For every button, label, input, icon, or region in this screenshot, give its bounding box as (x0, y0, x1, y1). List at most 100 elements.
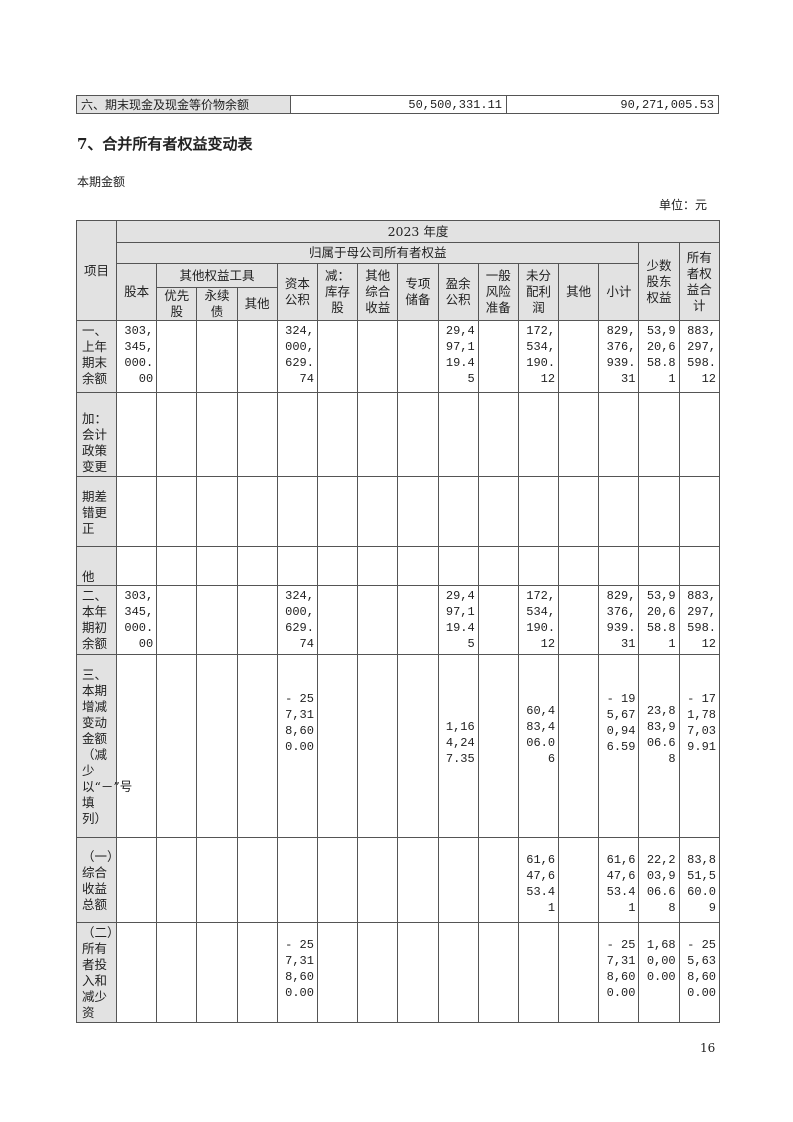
row-label: 一、上年期末余额 (76, 320, 117, 393)
header-special-reserve-label: 专项储备 (405, 276, 431, 307)
cell-total-equity (678, 476, 720, 547)
equity-change-table: 项目 2023 年度 归属于母公司所有者权益 少数股东权益 所有者权益合计 股本… (76, 220, 720, 1023)
cell-special-reserve (397, 546, 439, 586)
cell-treasury-stock (316, 546, 359, 586)
cell-other (236, 922, 278, 1023)
cell-subtotal: 829,376,939.31 (598, 320, 640, 393)
header-treasury-stock-label: 减：库存股 (325, 268, 351, 315)
cell-capital-reserve: -257,318,600.00 (276, 922, 318, 1023)
cell-perpetual-bond (196, 546, 238, 586)
cell-general-risk-reserve (477, 476, 519, 547)
header-preferred-stock-label: 优先股 (164, 288, 190, 319)
cell-other-2 (558, 654, 600, 838)
cell-share-capital: 303,345,000.00 (115, 320, 158, 393)
row-label-text: 加：会计政策变更 (82, 395, 108, 474)
cell-other-2 (558, 585, 600, 655)
row-label: （一）综合收益总额 (76, 837, 120, 923)
row-label: 他 (76, 546, 117, 586)
cell-other-comprehensive-income (357, 922, 399, 1023)
cell-subtotal (598, 546, 640, 586)
row-label-text: 二、本年期初余额 (82, 588, 108, 651)
row-label-text: （一）综合收益总额 (82, 849, 120, 912)
cell-minority-equity: 53,920,658.81 (638, 585, 680, 655)
cell-share-capital-value: 303,345,000.00 (124, 324, 154, 386)
cell-other-2 (558, 320, 600, 393)
previous-period-value: 90,271,005.53 (506, 95, 719, 114)
header-special-reserve: 专项储备 (397, 263, 439, 321)
cell-undistributed-profit (517, 392, 560, 477)
cell-general-risk-reserve (477, 392, 519, 477)
header-share-capital: 股本 (115, 263, 158, 321)
header-year: 2023 年度 (116, 220, 720, 243)
cell-preferred-stock (156, 320, 198, 393)
cell-surplus-reserve-value: 1,164,247.35 (445, 720, 475, 766)
cell-other-2 (558, 392, 600, 477)
period-label: 本期金额 (77, 175, 126, 189)
cell-undistributed-profit (517, 546, 560, 586)
cell-subtotal: -195,670,946.59 (598, 654, 640, 838)
cell-other-comprehensive-income (357, 546, 399, 586)
cell-general-risk-reserve (477, 320, 519, 393)
header-general-risk-reserve-label: 一般风险准备 (485, 268, 511, 315)
cell-subtotal: 61,647,653.41 (598, 837, 640, 923)
cell-total-equity: -255,638,600.00 (678, 922, 720, 1023)
cell-surplus-reserve: 1,164,247.35 (437, 654, 479, 838)
cell-perpetual-bond (196, 585, 238, 655)
cell-capital-reserve-value: 324,000,629.74 (285, 324, 314, 386)
cell-preferred-stock (156, 546, 198, 586)
cell-capital-reserve (276, 476, 318, 547)
cell-capital-reserve (276, 837, 318, 923)
cell-minority-equity (638, 392, 680, 477)
header-item-label: 项目 (83, 262, 109, 278)
cell-undistributed-profit-value: 61,647,653.41 (526, 853, 556, 915)
cell-perpetual-bond (196, 320, 238, 393)
row-label: 二、本年期初余额 (76, 585, 117, 655)
cell-perpetual-bond (196, 837, 238, 923)
cell-treasury-stock (316, 320, 359, 393)
cell-total-equity-value: 83,851,560.09 (687, 853, 716, 915)
header-other-equity-tools-label: 其他权益工具 (179, 267, 255, 283)
cell-other (236, 654, 278, 838)
cell-total-equity (678, 392, 720, 477)
cell-perpetual-bond (196, 922, 238, 1023)
cell-undistributed-profit (517, 922, 560, 1023)
header-undistributed-profit: 未分配利润 (517, 263, 560, 321)
cell-capital-reserve-value: 324,000,629.74 (285, 589, 314, 651)
header-other-2-label: 其他 (566, 284, 592, 299)
cell-perpetual-bond (196, 476, 238, 547)
cell-other-2 (558, 546, 600, 586)
header-undistributed-profit-label: 未分配利润 (525, 268, 551, 315)
cell-perpetual-bond (196, 392, 238, 477)
section-title: 7、合并所有者权益变动表 (77, 135, 253, 153)
cell-special-reserve (397, 837, 439, 923)
cell-treasury-stock (316, 476, 359, 547)
header-capital-reserve: 资本公积 (276, 263, 318, 321)
cell-surplus-reserve (437, 546, 479, 586)
cell-general-risk-reserve (477, 837, 519, 923)
cell-total-equity: 883,297,598.12 (678, 585, 720, 655)
cell-subtotal-value: 829,376,939.31 (606, 324, 636, 386)
cell-other-comprehensive-income (357, 392, 399, 477)
cell-special-reserve (397, 922, 439, 1023)
cell-subtotal: 829,376,939.31 (598, 585, 640, 655)
cell-preferred-stock (156, 837, 198, 923)
cell-undistributed-profit-value: 172,534,190.12 (526, 589, 556, 651)
cell-surplus-reserve: 29,497,119.45 (437, 320, 479, 393)
header-total-label: 所有者权益合计 (686, 249, 712, 313)
header-perpetual-bond-label: 永续债 (204, 288, 230, 319)
header-total: 所有者权益合计 (678, 242, 720, 321)
cell-share-capital (115, 654, 158, 838)
cell-subtotal-value: -195,670,946.59 (606, 692, 636, 754)
cell-special-reserve (397, 654, 439, 838)
cell-special-reserve (397, 392, 439, 477)
cell-general-risk-reserve (477, 654, 519, 838)
cell-other-2 (558, 476, 600, 547)
cell-minority-equity-value: 53,920,658.81 (646, 324, 676, 386)
cell-subtotal-value: 829,376,939.31 (606, 589, 636, 651)
cell-undistributed-profit: 60,483,406.06 (517, 654, 560, 838)
cell-surplus-reserve (437, 922, 479, 1023)
page-number: 16 (700, 1041, 716, 1055)
cell-subtotal-value: 61,647,653.41 (606, 853, 636, 915)
cell-other-2 (558, 837, 600, 923)
cell-minority-equity-value: 53,920,658.81 (646, 589, 676, 651)
